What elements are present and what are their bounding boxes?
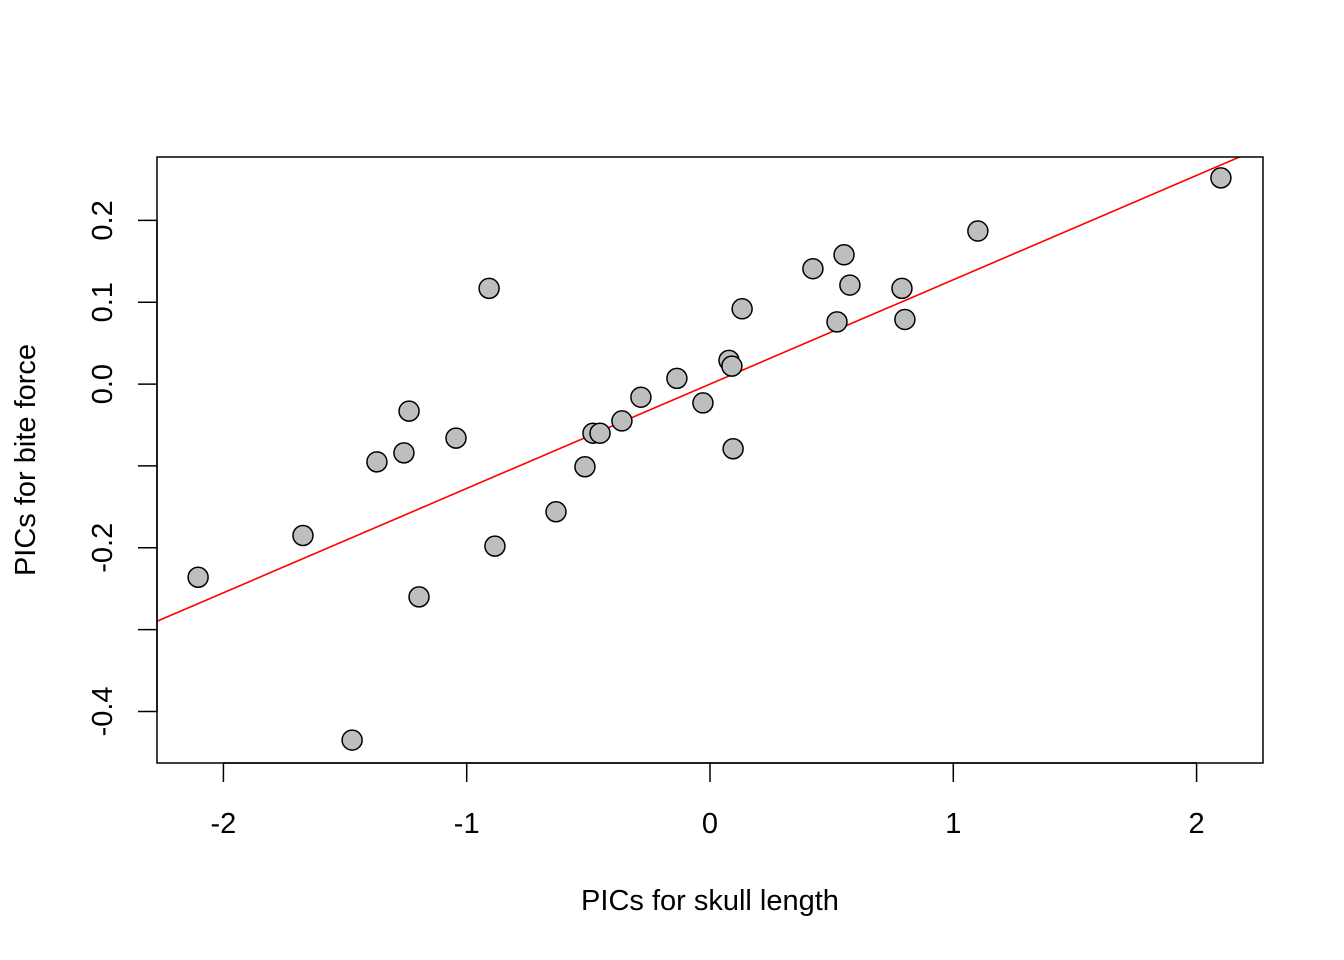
data-point bbox=[894, 308, 916, 331]
x-axis: -2 -1 0 1 2 bbox=[211, 762, 1205, 840]
y-axis-label: PICs for bite force bbox=[10, 344, 42, 576]
x-tick-label: 2 bbox=[1189, 808, 1205, 840]
regression-line bbox=[157, 157, 1242, 623]
data-point bbox=[341, 729, 363, 751]
data-point bbox=[839, 274, 861, 296]
x-tick-label: -1 bbox=[454, 808, 480, 840]
data-point bbox=[545, 501, 567, 523]
data-point bbox=[484, 535, 506, 557]
y-tick-label: -0.2 bbox=[87, 523, 119, 573]
x-axis-label: PICs for skull length bbox=[581, 885, 839, 917]
data-point bbox=[666, 367, 688, 390]
data-point bbox=[731, 298, 753, 320]
data-point bbox=[722, 437, 744, 460]
data-point bbox=[692, 392, 714, 414]
x-tick-label: -2 bbox=[211, 808, 237, 840]
data-point bbox=[826, 311, 848, 333]
data-point bbox=[445, 427, 467, 449]
data-point bbox=[574, 456, 596, 478]
y-tick-label: 0.1 bbox=[87, 282, 119, 322]
x-tick-label: 0 bbox=[702, 808, 718, 840]
data-point bbox=[398, 400, 420, 422]
y-tick-label: 0.0 bbox=[87, 364, 119, 404]
data-point bbox=[891, 277, 913, 300]
data-point bbox=[967, 220, 989, 242]
data-point bbox=[408, 586, 430, 608]
data-point bbox=[366, 451, 388, 473]
x-tick-label: 1 bbox=[945, 808, 961, 840]
data-point bbox=[611, 410, 633, 432]
data-point bbox=[393, 442, 415, 464]
plot-frame bbox=[156, 156, 1264, 764]
data-point bbox=[1210, 167, 1232, 189]
y-tick-label: 0.2 bbox=[87, 200, 119, 240]
data-point bbox=[833, 244, 855, 266]
data-point bbox=[478, 277, 500, 300]
data-point bbox=[187, 566, 209, 588]
data-point bbox=[292, 524, 314, 547]
data-point bbox=[630, 386, 652, 408]
y-tick-label: -0.4 bbox=[87, 686, 119, 736]
y-axis: -0.4 -0.2 0.0 0.1 0.2 bbox=[87, 200, 158, 736]
data-point bbox=[721, 355, 743, 377]
data-point bbox=[589, 422, 611, 444]
data-point bbox=[802, 257, 824, 280]
